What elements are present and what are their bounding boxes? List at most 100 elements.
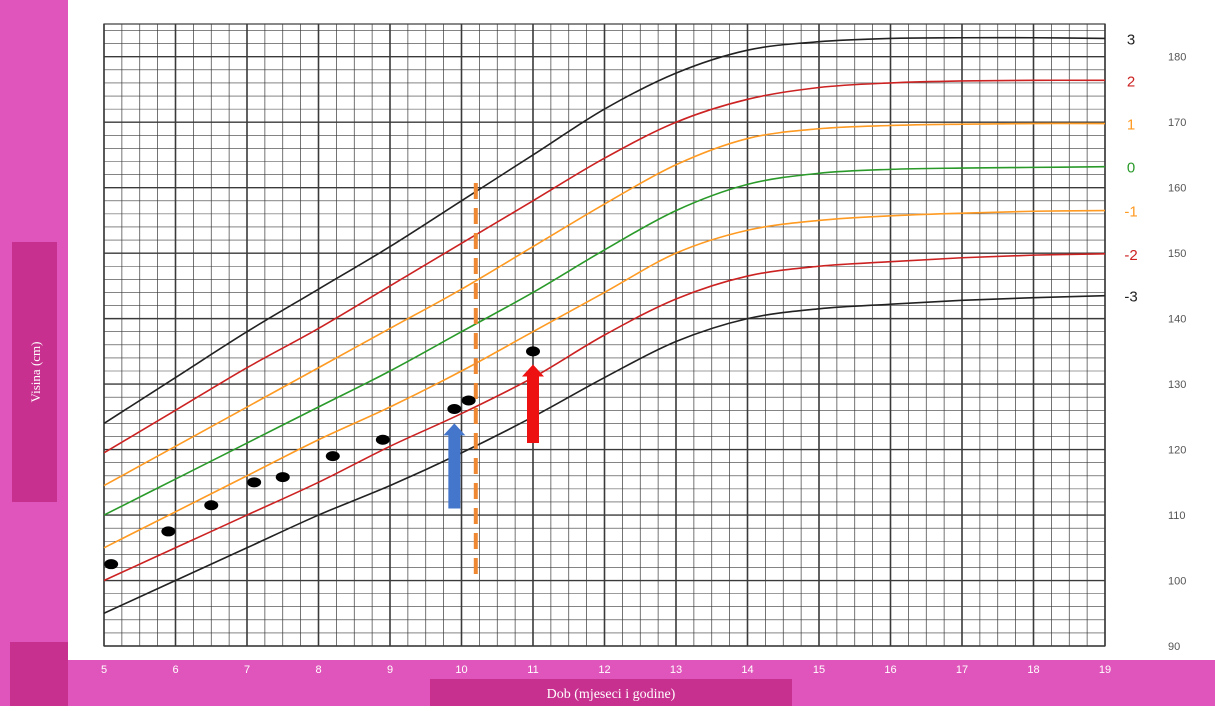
sd-curve-label: 1 [1127, 117, 1135, 134]
x-minor-tick-label: 3 [191, 647, 196, 657]
x-axis-label-band [430, 679, 792, 706]
sd-curve-label: -2 [1124, 247, 1137, 264]
x-minor-tick-label: 3 [477, 647, 482, 657]
measurement-point [447, 403, 462, 414]
x-minor-tick-label: 9 [227, 647, 232, 657]
x-tick-label: 18 [1027, 664, 1039, 676]
y-tick-label-right: 110 [1168, 510, 1186, 522]
x-minor-tick-label: 9 [584, 647, 589, 657]
grid [103, 23, 1106, 647]
x-minor-tick-label: 6 [995, 647, 1000, 657]
x-minor-tick-label: 9 [870, 647, 875, 657]
y-axis-label-band [12, 242, 57, 502]
x-minor-tick-label: 3 [334, 647, 339, 657]
sd-curve-3 [103, 36, 1106, 425]
x-minor-tick-label: 6 [1067, 647, 1072, 657]
x-minor-tick-label: 9 [799, 647, 804, 657]
x-minor-tick-label: 6 [137, 647, 142, 657]
x-minor-tick-label: 3 [405, 647, 410, 657]
x-minor-tick-label: 3 [262, 647, 267, 657]
x-tick-label: 8 [315, 664, 321, 676]
measurements [104, 346, 540, 570]
x-minor-tick-label: 6 [638, 647, 643, 657]
x-minor-tick-label: 3 [834, 647, 839, 657]
x-minor-tick-label: 6 [566, 647, 571, 657]
x-tick-label: 13 [670, 664, 682, 676]
y-tick-label-right: 180 [1168, 52, 1186, 64]
x-tick-label: 14 [741, 664, 753, 676]
x-axis-label: Dob (mjeseci i godine) [547, 687, 676, 702]
y-tick-label-left: 160 [72, 183, 90, 195]
x-minor-tick-label: 6 [709, 647, 714, 657]
sd-curve-label: -1 [1124, 204, 1137, 221]
x-minor-tick-label: 3 [119, 647, 124, 657]
x-minor-tick-label: 9 [1013, 647, 1018, 657]
sd-curve-label: 2 [1127, 73, 1135, 90]
y-tick-label-right: 90 [1168, 641, 1180, 653]
x-minor-tick-label: 3 [620, 647, 625, 657]
corner-block [10, 642, 68, 706]
x-minor-tick-label: 9 [370, 647, 375, 657]
x-tick-label: 10 [455, 664, 467, 676]
measurement-point [461, 395, 476, 406]
x-tick-label: 17 [956, 664, 968, 676]
y-axis-label: Visina (cm) [28, 342, 43, 403]
sd-curve-label: 3 [1127, 31, 1135, 48]
measurement-point [204, 500, 219, 511]
x-minor-tick-label: 3 [977, 647, 982, 657]
annotations [443, 181, 544, 574]
y-tick-label-left: 170 [72, 117, 90, 129]
y-tick-label-left: 120 [72, 445, 90, 457]
x-minor-tick-label: 3 [691, 647, 696, 657]
x-tick-label: 12 [598, 664, 610, 676]
x-minor-tick-label: 9 [155, 647, 160, 657]
measurement-point [375, 434, 390, 445]
y-tick-label-right: 150 [1168, 248, 1186, 260]
y-tick-label-left: 90 [78, 641, 90, 653]
y-tick-label-left: 180 [72, 52, 90, 64]
measurement-point [104, 559, 119, 570]
x-minor-tick-label: 6 [280, 647, 285, 657]
x-minor-tick-label: 9 [942, 647, 947, 657]
x-tick-label: 6 [172, 664, 178, 676]
measurement-point [247, 477, 262, 488]
sd-curve-2 [103, 79, 1106, 454]
x-minor-tick-label: 9 [727, 647, 732, 657]
sd-curve--1 [103, 209, 1106, 549]
x-tick-label: 19 [1099, 664, 1111, 676]
x-tick-label: 15 [813, 664, 825, 676]
y-tick-label-left: 140 [72, 314, 90, 326]
sd-curve-label: 0 [1127, 160, 1135, 177]
x-minor-tick-label: 6 [924, 647, 929, 657]
x-minor-tick-label: 3 [1049, 647, 1054, 657]
x-minor-tick-label: 9 [656, 647, 661, 657]
sd-curve--2 [103, 253, 1106, 582]
x-minor-tick-label: 6 [209, 647, 214, 657]
measurement-point [325, 451, 340, 462]
x-minor-tick-label: 9 [1085, 647, 1090, 657]
y-tick-label-left: 130 [72, 379, 90, 391]
plot-border [103, 23, 1106, 647]
y-tick-label-right: 100 [1168, 576, 1186, 588]
curve-labels: 3 2 1 0 -1 -2 -3 [1124, 31, 1137, 305]
y-tick-label-right: 130 [1168, 379, 1186, 391]
measurement-point [275, 472, 290, 483]
x-tick-label: 16 [884, 664, 896, 676]
blue-arrow [443, 423, 466, 509]
sd-curve--3 [103, 294, 1106, 614]
x-minor-tick-label: 9 [513, 647, 518, 657]
measurement-point [161, 526, 176, 537]
y-tick-label-right: 160 [1168, 183, 1186, 195]
x-minor-tick-label: 6 [352, 647, 357, 657]
sd-curve-0 [103, 165, 1106, 516]
x-tick-label: 9 [387, 664, 393, 676]
x-minor-tick-label: 9 [298, 647, 303, 657]
measurement-point [526, 346, 540, 357]
x-minor-tick-label: 6 [781, 647, 786, 657]
x-tick-labels: 5 3 6 9 6 3 6 9 7 3 6 9 8 3 6 9 9 3 6 9 10 3 6 9 11 3 6 9 12 3 6 9 13 3 6 9… [101, 647, 1111, 676]
x-minor-tick-label: 3 [763, 647, 768, 657]
plot-panel [68, 0, 1215, 660]
